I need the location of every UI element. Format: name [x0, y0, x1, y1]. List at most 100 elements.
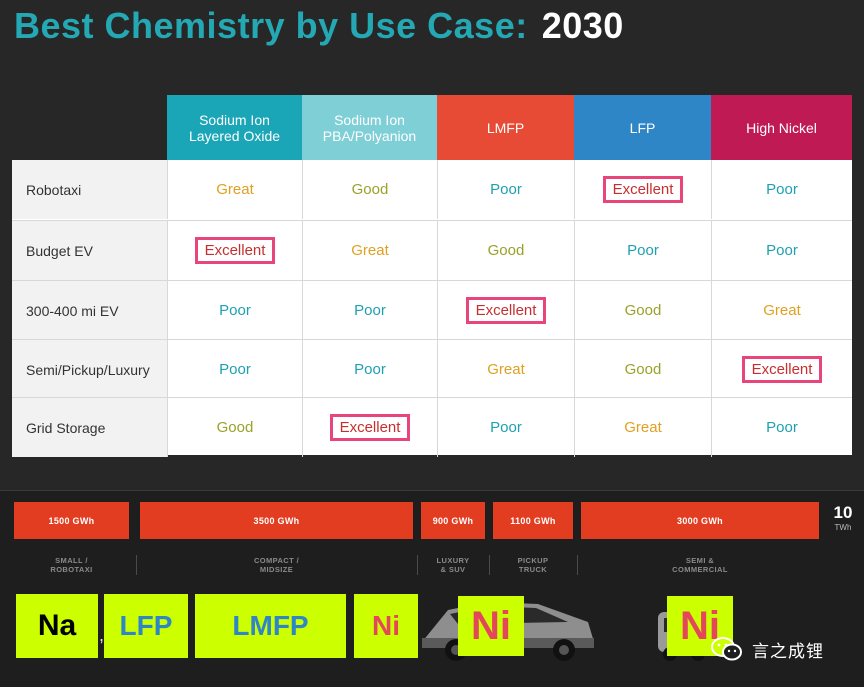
section-divider [0, 490, 864, 491]
row-label: Budget EV [12, 221, 167, 280]
rating-value: Excellent [194, 237, 276, 264]
table-body: Robotaxi Great Good Poor Excellent Poor Budget… [12, 160, 852, 457]
rating-value: Poor [219, 361, 251, 378]
rating-value: Poor [766, 181, 798, 198]
segment-separator [577, 555, 578, 575]
rating-value: Poor [766, 419, 798, 436]
rating-cell: Great [437, 340, 574, 399]
rating-cell: Poor [711, 221, 852, 280]
chem-tag-ni: Ni [354, 594, 418, 658]
total-demand-unit: TWh [834, 523, 852, 532]
rating-value: Great [763, 302, 801, 319]
rating-value: Excellent [602, 176, 684, 203]
rating-cell: Good [302, 160, 437, 219]
rating-cell: Excellent [574, 160, 711, 219]
table-row: Budget EV Excellent Great Good Poor Poor [12, 220, 852, 280]
chem-tag-lfp: LFP [104, 594, 188, 658]
segment-separator [489, 555, 490, 575]
watermark-text: 言之成锂 [752, 641, 824, 662]
rating-cell: Good [437, 221, 574, 280]
rating-value: Excellent [465, 297, 547, 324]
rating-cell: Poor [167, 340, 302, 399]
rating-value: Poor [219, 302, 251, 319]
column-header-label: Sodium Ion Layered Oxide [188, 111, 281, 144]
segment-separator [417, 555, 418, 575]
rating-cell: Good [574, 281, 711, 340]
rating-value: Excellent [329, 414, 411, 441]
page-title: Best Chemistry by Use Case: 2030 [14, 4, 624, 48]
table-header: Sodium Ion Layered Oxide Sodium Ion PBA/… [12, 95, 852, 160]
rating-value: Poor [490, 419, 522, 436]
column-header: LFP [574, 95, 711, 160]
rating-value: Poor [627, 242, 659, 259]
row-label: Semi/Pickup/Luxury [12, 340, 167, 399]
demand-bar-pickup-truck: 1100 GWh [493, 502, 573, 539]
column-header: LMFP [437, 95, 574, 160]
rating-value: Good [487, 242, 525, 259]
segment-label-small-robotaxi: SMALL / ROBOTAXI [50, 556, 93, 574]
segment-label-luxury-suv: LUXURY & SUV [436, 556, 470, 574]
rating-cell: Good [574, 340, 711, 399]
rating-value: Poor [354, 302, 386, 319]
rating-cell: Great [167, 160, 302, 219]
rating-cell: Great [302, 221, 437, 280]
table-row: 300-400 mi EV Poor Poor Excellent Good Great [12, 280, 852, 340]
total-demand: 10 TWh [826, 503, 860, 533]
column-header: Sodium Ion PBA/Polyanion [302, 95, 437, 160]
rating-value: Poor [490, 181, 522, 198]
comma-separator: , [99, 625, 105, 645]
demand-bar-luxury-suv: 900 GWh [421, 502, 485, 539]
rating-cell: Poor [437, 398, 574, 457]
rating-cell: Great [711, 281, 852, 340]
row-label: Grid Storage [12, 398, 167, 457]
rating-value: Excellent [741, 356, 823, 383]
column-header-label: LMFP [486, 119, 525, 136]
chem-tag-na: Na [16, 594, 98, 658]
column-header-label: Sodium Ion PBA/Polyanion [322, 111, 417, 144]
rating-value: Great [216, 181, 254, 198]
rating-cell: Poor [167, 281, 302, 340]
watermark: 言之成锂 [710, 634, 824, 664]
total-demand-value: 10 [833, 503, 853, 522]
table-row: Semi/Pickup/Luxury Poor Poor Great Good Excel… [12, 339, 852, 399]
table-row: Robotaxi Great Good Poor Excellent Poor [12, 160, 852, 219]
rating-cell: Excellent [711, 340, 852, 399]
rating-cell: Great [574, 398, 711, 457]
rating-cell: Poor [302, 340, 437, 399]
column-header: Sodium Ion Layered Oxide [167, 95, 302, 160]
table-row: Grid Storage Good Excellent Poor Great Poor [12, 397, 852, 457]
rating-cell: Poor [711, 398, 852, 457]
column-header-label: LFP [629, 119, 656, 136]
rating-value: Great [351, 242, 389, 259]
rating-value: Great [487, 361, 525, 378]
demand-bar-semi-commercial: 3000 GWh [581, 502, 819, 539]
rating-value: Great [624, 419, 662, 436]
chem-tag-ni: Ni [667, 596, 733, 656]
wechat-icon [711, 637, 742, 661]
column-header-label: High Nickel [746, 119, 817, 136]
rating-cell: Good [167, 398, 302, 457]
chemistry-table: Sodium Ion Layered Oxide Sodium Ion PBA/… [12, 95, 852, 457]
segment-label-compact-midsize: COMPACT / MIDSIZE [253, 556, 300, 574]
rating-cell: Poor [302, 281, 437, 340]
rating-cell: Poor [437, 160, 574, 219]
rating-value: Good [624, 361, 662, 378]
chem-tag-lmfp: LMFP [195, 594, 346, 658]
segment-label-semi-commercial: SEMI & COMMERCIAL [672, 556, 728, 574]
demand-bar-small-robotaxi: 1500 GWh [14, 502, 129, 539]
chem-tag-ni: Ni [458, 596, 524, 656]
rating-value: Poor [766, 242, 798, 259]
title-year: 2030 [541, 5, 624, 46]
rating-value: Good [624, 302, 662, 319]
demand-bar-compact-midsize: 3500 GWh [140, 502, 413, 539]
row-label: Robotaxi [12, 160, 167, 219]
rating-cell: Poor [574, 221, 711, 280]
row-label: 300-400 mi EV [12, 281, 167, 340]
segment-separator [136, 555, 137, 575]
rating-cell: Poor [711, 160, 852, 219]
segment-label-pickup-truck: PICKUP TRUCK [517, 556, 549, 574]
rating-value: Good [216, 419, 254, 436]
rating-cell: Excellent [437, 281, 574, 340]
rating-value: Poor [354, 361, 386, 378]
